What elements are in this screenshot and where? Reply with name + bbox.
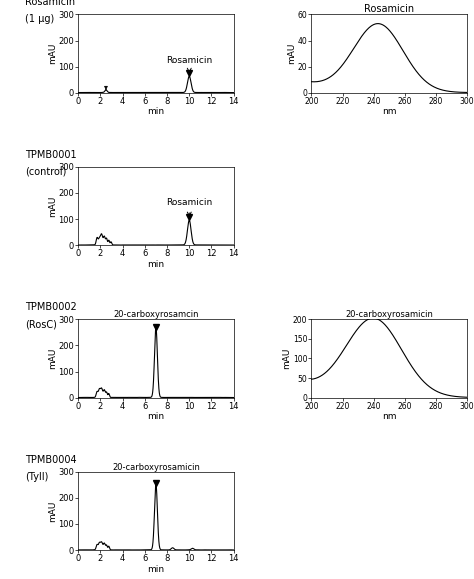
Y-axis label: mAU: mAU [48,500,57,522]
Y-axis label: mAU: mAU [283,348,292,369]
Text: (control): (control) [25,167,67,177]
Y-axis label: mAU: mAU [48,43,57,64]
X-axis label: nm: nm [382,107,396,116]
Text: Rosamicin: Rosamicin [25,0,75,8]
Y-axis label: mAU: mAU [48,348,57,369]
Title: Rosamicin: Rosamicin [364,3,414,14]
X-axis label: min: min [147,259,164,269]
Text: Rosamicin: Rosamicin [166,56,212,72]
Title: 20-carboxyrosamicin: 20-carboxyrosamicin [345,310,433,318]
X-axis label: min: min [147,412,164,421]
Y-axis label: mAU: mAU [48,195,57,217]
Y-axis label: mAU: mAU [287,43,296,64]
Text: 20-carboxyrosamicin: 20-carboxyrosamicin [112,463,200,472]
X-axis label: min: min [147,565,164,574]
Text: Rosamicin: Rosamicin [166,199,212,216]
Text: (1 μg): (1 μg) [25,14,55,24]
Text: (RosC): (RosC) [25,320,57,329]
X-axis label: min: min [147,107,164,116]
Text: (TylI): (TylI) [25,472,49,482]
Text: 20-carboxyrosamcin: 20-carboxyrosamcin [113,310,199,320]
Text: TPMB0001: TPMB0001 [25,150,77,160]
Text: TPMB0002: TPMB0002 [25,302,77,312]
X-axis label: nm: nm [382,412,396,421]
Text: TPMB0004: TPMB0004 [25,455,77,465]
